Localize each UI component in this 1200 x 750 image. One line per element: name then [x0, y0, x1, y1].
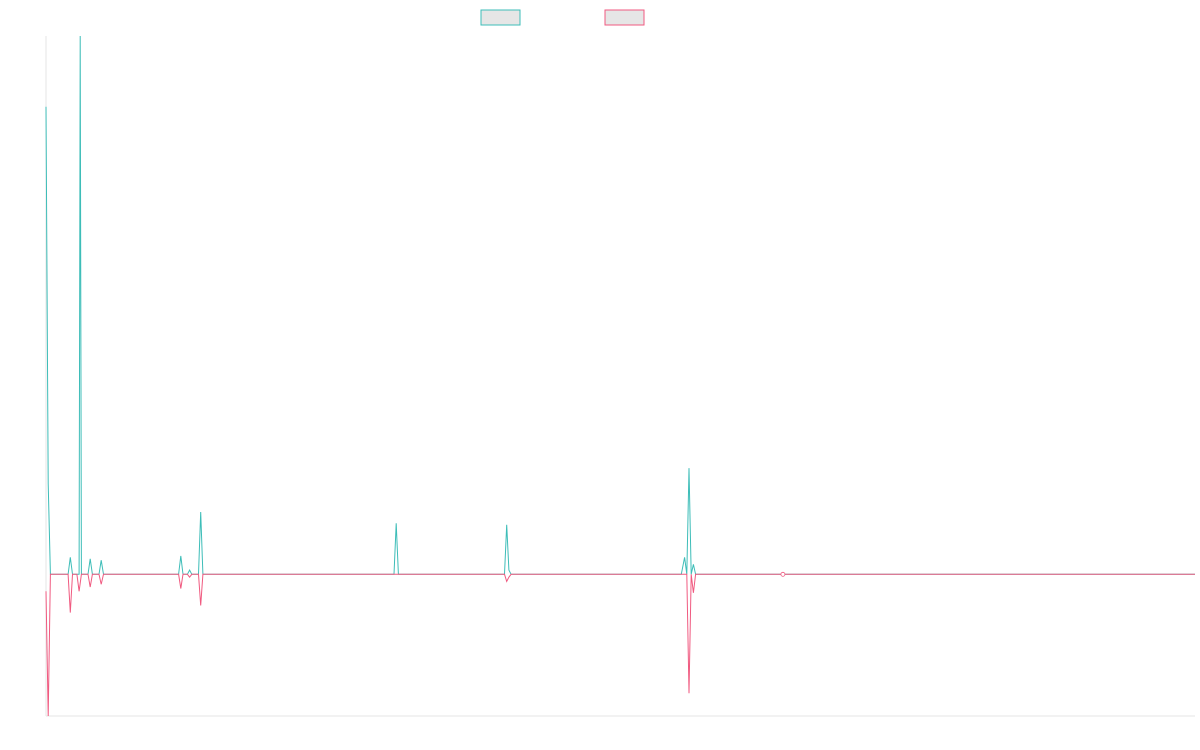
legend-swatch-1	[480, 9, 521, 26]
series-line-2	[45, 572, 1195, 717]
series-line-1	[45, 35, 1195, 575]
series-point-marker	[780, 571, 786, 577]
legend-swatch-2	[604, 9, 645, 26]
axes	[45, 36, 1195, 717]
legend	[480, 9, 645, 26]
series-layer	[45, 35, 1195, 717]
